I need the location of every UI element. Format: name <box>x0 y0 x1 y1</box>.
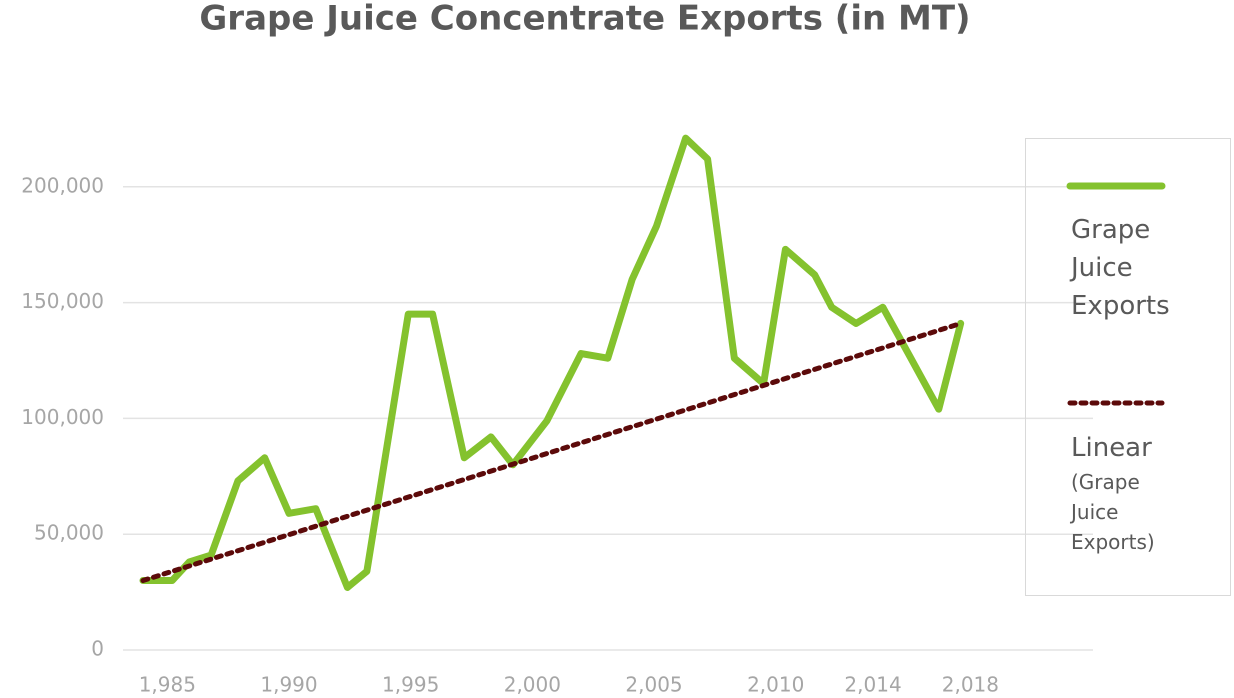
x-tick-label: 1,985 <box>139 673 196 697</box>
chart-title: Grape Juice Concentrate Exports (in MT) <box>199 0 970 39</box>
legend-label: Grape Juice Exports <box>1071 215 1170 321</box>
legend-swatches <box>1066 182 1166 406</box>
series-line <box>139 134 965 591</box>
x-tick-label: 2,005 <box>625 673 682 697</box>
legend: Grape Juice Exports Linear (Grape Juice … <box>1025 138 1231 596</box>
y-tick-label: 0 <box>91 637 104 661</box>
y-tick-label: 200,000 <box>21 173 104 197</box>
x-tick-label: 1,990 <box>260 673 317 697</box>
y-tick-label: 50,000 <box>34 521 104 545</box>
y-tick-label: 100,000 <box>21 405 104 429</box>
x-tick-label: 2,014 <box>844 673 901 697</box>
x-tick-label: 2,000 <box>504 673 561 697</box>
x-tick-label: 1,995 <box>382 673 439 697</box>
y-tick-label: 150,000 <box>21 289 104 313</box>
x-tick-label: 2,010 <box>747 673 804 697</box>
series-line <box>140 320 964 584</box>
x-tick-label: 2,018 <box>942 673 999 697</box>
legend-label: Linear (Grape Juice Exports) <box>1071 433 1155 554</box>
